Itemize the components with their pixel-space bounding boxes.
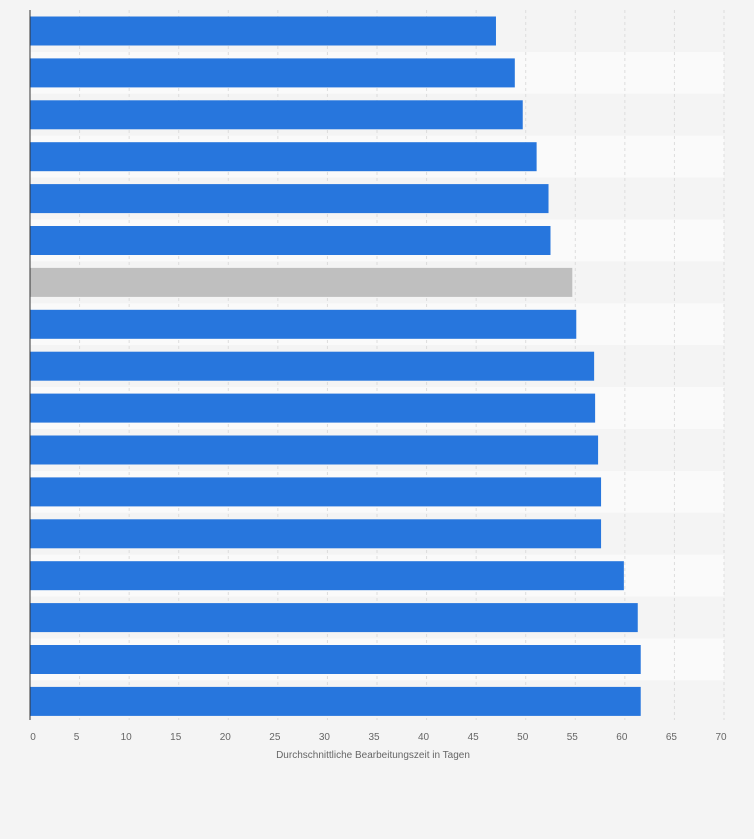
- x-tick-label: 40: [418, 732, 430, 743]
- bars: [30, 16, 641, 716]
- x-tick-label: 45: [468, 732, 480, 743]
- bar[interactable]: [30, 184, 549, 214]
- bar[interactable]: [30, 645, 641, 674]
- x-tick-label: 25: [269, 732, 281, 743]
- bar[interactable]: [30, 519, 602, 549]
- bar[interactable]: [30, 226, 551, 255]
- bar[interactable]: [30, 309, 577, 339]
- x-tick-label: 55: [567, 732, 579, 743]
- bar[interactable]: [30, 393, 596, 423]
- x-tick-label: 60: [616, 732, 628, 743]
- bar[interactable]: [30, 58, 515, 88]
- x-tick-label: 65: [666, 732, 678, 743]
- bar-highlighted[interactable]: [30, 267, 573, 297]
- x-tick-label: 20: [220, 732, 232, 743]
- bar[interactable]: [30, 686, 641, 716]
- x-tick-label: 15: [170, 732, 182, 743]
- bar[interactable]: [30, 142, 537, 172]
- bar[interactable]: [30, 477, 602, 507]
- x-tick-label: 30: [319, 732, 331, 743]
- x-tick-label: 10: [121, 732, 133, 743]
- x-tick-label: 5: [74, 732, 80, 743]
- x-tick-label: 50: [517, 732, 529, 743]
- x-tick-label: 35: [368, 732, 380, 743]
- x-tick-labels: 0 5 10 15 20 25 30 35 40 45 50 55 60 65 70: [30, 732, 727, 743]
- x-axis-title: Durchschnittliche Bearbeitungszeit in Ta…: [276, 750, 470, 761]
- bar[interactable]: [30, 561, 624, 591]
- bar[interactable]: [30, 16, 496, 46]
- bar[interactable]: [30, 435, 599, 465]
- x-tick-label: 0: [30, 732, 36, 743]
- x-tick-label: 70: [715, 732, 727, 743]
- bar[interactable]: [30, 603, 638, 633]
- bar[interactable]: [30, 351, 595, 381]
- bar[interactable]: [30, 100, 523, 130]
